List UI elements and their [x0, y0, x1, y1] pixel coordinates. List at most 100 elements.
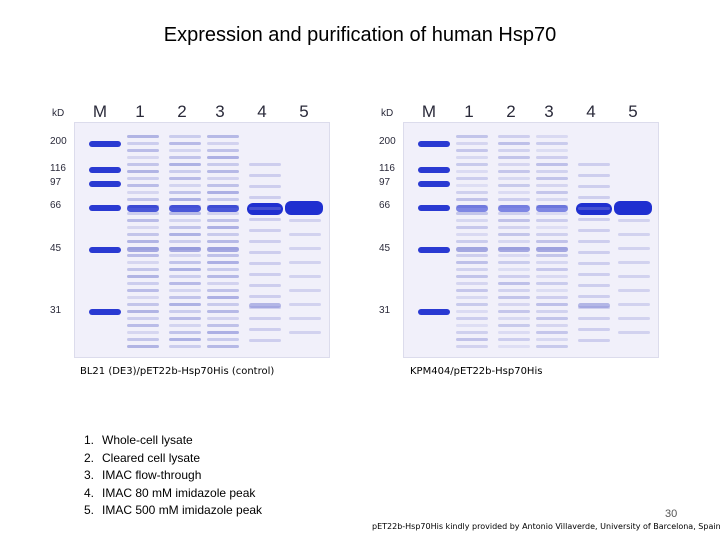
- gel-band: [578, 295, 610, 298]
- gel-band: [207, 275, 239, 278]
- lane-label-3: 3: [215, 102, 225, 121]
- gel-band: [289, 233, 321, 236]
- gel-band: [127, 282, 159, 285]
- gel-band: [456, 317, 488, 320]
- gel-band: [169, 317, 201, 320]
- gel-band: [207, 205, 239, 212]
- gel-band: [498, 303, 530, 306]
- gel-band: [536, 331, 568, 334]
- credit-note: pET22b-Hsp70His kindly provided by Anton…: [372, 522, 720, 531]
- gel-band: [418, 247, 450, 253]
- lane-label-2: 2: [177, 102, 187, 121]
- gel-band: [498, 282, 530, 285]
- gel-band: [536, 254, 568, 257]
- gel-panel-kpm404: kD M 1 2 3 4 5 200 116 97 66 45 31: [377, 100, 667, 358]
- legend-item: 4. IMAC 80 mM imidazole peak: [84, 485, 262, 503]
- gel-band: [536, 163, 568, 166]
- gel-band: [127, 268, 159, 271]
- gel-band: [169, 233, 201, 236]
- gel-band: [289, 303, 321, 306]
- gel-band: [249, 229, 281, 232]
- gel-band: [498, 135, 530, 138]
- gel-band: [578, 328, 610, 331]
- gel-band: [249, 185, 281, 188]
- gel-band: [249, 295, 281, 298]
- legend-text: IMAC 500 mM imidazole peak: [102, 503, 263, 517]
- gel-band: [498, 296, 530, 299]
- gel-band: [169, 282, 201, 285]
- gel-band: [289, 289, 321, 292]
- gel-band: [456, 282, 488, 285]
- gel-band: [127, 205, 159, 212]
- gel-band: [578, 273, 610, 276]
- gel-band: [207, 149, 239, 152]
- gel-band: [456, 261, 488, 264]
- gel-band: [169, 254, 201, 257]
- mw-marker-97: 97: [50, 177, 62, 188]
- lane-label-marker: M: [421, 102, 437, 121]
- gel-band: [498, 275, 530, 278]
- gel-band: [536, 149, 568, 152]
- gel-panel-control: kD M 1 2 3 4 5 200 116 97 66 45 31: [48, 100, 338, 358]
- gel-band: [207, 282, 239, 285]
- gel-band: [127, 345, 159, 348]
- gel-band: [456, 191, 488, 194]
- gel-band: [498, 184, 530, 187]
- gel-band: [169, 296, 201, 299]
- gel-band: [618, 331, 650, 334]
- gel-band: [536, 226, 568, 229]
- gel-band: [456, 310, 488, 313]
- gel-band: [89, 205, 121, 211]
- gel-band: [498, 261, 530, 264]
- mw-marker-31: 31: [50, 305, 62, 316]
- gel-band: [207, 163, 239, 166]
- mw-marker-200: 200: [379, 136, 396, 147]
- legend-number: 3.: [84, 468, 95, 482]
- lane-legend: 1. Whole-cell lysate 2. Cleared cell lysat…: [84, 432, 262, 520]
- gel-band: [127, 233, 159, 236]
- gel-band: [169, 163, 201, 166]
- gel-band: [536, 282, 568, 285]
- gel-band: [249, 240, 281, 243]
- gel-band: [169, 135, 201, 138]
- gel-band: [418, 141, 450, 147]
- gel-band: [169, 310, 201, 313]
- gel-band: [127, 219, 159, 222]
- gel-band: [127, 212, 159, 215]
- gel-band: [249, 196, 281, 199]
- gel-band: [456, 163, 488, 166]
- mw-marker-66: 66: [379, 200, 391, 211]
- mw-marker-200: 200: [50, 136, 67, 147]
- gel-band: [456, 198, 488, 201]
- gel-band: [536, 170, 568, 173]
- lane-label-1: 1: [135, 102, 145, 121]
- gel-band: [127, 254, 159, 257]
- gel-band: [169, 247, 201, 252]
- gel-band: [456, 247, 488, 252]
- gel-band: [249, 328, 281, 331]
- gel-band: [536, 324, 568, 327]
- gel-band: [456, 275, 488, 278]
- gel-band: [498, 205, 530, 212]
- gel-band: [536, 268, 568, 271]
- gel-band: [207, 324, 239, 327]
- gel-band: [618, 261, 650, 264]
- gel-band: [169, 324, 201, 327]
- gel-band: [498, 338, 530, 341]
- gel-band: [578, 339, 610, 342]
- kd-unit-label: kD: [381, 108, 394, 119]
- gel-band: [498, 233, 530, 236]
- gel-band: [207, 184, 239, 187]
- legend-text: Cleared cell lysate: [102, 450, 201, 465]
- gel-band: [169, 149, 201, 152]
- gel-band: [576, 203, 612, 215]
- gel-band: [207, 268, 239, 271]
- gel-band: [456, 289, 488, 292]
- gel-band: [207, 338, 239, 341]
- gel-band: [207, 156, 239, 159]
- mw-marker-45: 45: [379, 243, 391, 254]
- gel-band: [207, 345, 239, 348]
- legend-number: 5.: [84, 503, 95, 517]
- gel-band: [456, 254, 488, 257]
- gel-band: [127, 275, 159, 278]
